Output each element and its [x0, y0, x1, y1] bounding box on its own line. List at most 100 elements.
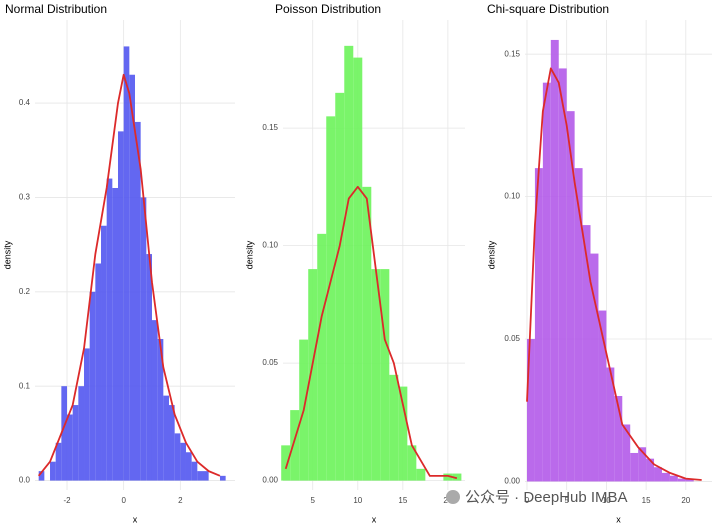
bar	[661, 472, 670, 482]
x-tick-label: 10	[602, 496, 611, 505]
bar	[67, 414, 73, 481]
y-tick-label: 0.1	[19, 381, 31, 390]
bar	[163, 395, 169, 481]
bar	[174, 433, 181, 481]
bar	[534, 168, 543, 482]
panel-title: Chi-square Distribution	[487, 2, 609, 16]
bar	[281, 445, 291, 481]
density-line	[526, 67, 702, 481]
bar	[398, 386, 408, 481]
bar	[380, 269, 390, 481]
bar	[669, 475, 678, 482]
bar	[185, 452, 192, 481]
bar	[371, 269, 381, 481]
bar	[630, 452, 639, 482]
bar	[123, 46, 130, 481]
bar	[326, 116, 336, 481]
x-tick-label: 15	[398, 496, 407, 505]
x-tick-label: 5	[311, 496, 316, 505]
x-axis-label: x	[372, 514, 377, 524]
x-tick-label: 10	[353, 496, 362, 505]
y-tick-label: 0.00	[262, 476, 278, 485]
y-tick-label: 0.10	[504, 192, 520, 201]
bar	[146, 254, 152, 481]
bar	[197, 471, 203, 481]
y-tick-label: 0.00	[504, 477, 520, 486]
y-tick-label: 0.05	[262, 358, 278, 367]
bar	[335, 92, 345, 481]
y-tick-label: 0.2	[19, 287, 31, 296]
x-tick-label: 0	[525, 496, 530, 505]
x-tick-label: 20	[681, 496, 690, 505]
y-axis-label: density	[2, 240, 12, 269]
bar	[416, 468, 426, 481]
bar	[151, 320, 158, 481]
bar	[168, 405, 175, 481]
bar	[558, 68, 567, 482]
bar	[72, 405, 79, 481]
bar	[290, 410, 300, 481]
bar	[566, 111, 575, 482]
y-axis-label: density	[486, 240, 496, 269]
bar	[614, 396, 623, 482]
bar	[219, 475, 226, 481]
watermark-icon	[446, 490, 460, 504]
bar	[180, 442, 186, 481]
bar	[118, 131, 124, 481]
x-tick-label: -2	[63, 496, 71, 505]
density-line	[284, 185, 458, 480]
bar	[389, 374, 399, 481]
bar	[191, 461, 198, 481]
bar	[101, 225, 107, 481]
bar	[129, 74, 135, 481]
bar	[55, 442, 62, 481]
bar	[654, 467, 662, 482]
x-axis-label: x	[133, 514, 138, 524]
bar	[598, 310, 607, 482]
y-tick-label: 0.05	[504, 334, 520, 343]
bar	[140, 197, 147, 481]
density-line	[37, 73, 221, 477]
y-tick-label: 0.10	[262, 241, 278, 250]
bar	[61, 386, 68, 481]
panel: Chi-square Distribution density x 0.00 0.05 0…	[486, 2, 712, 524]
bar	[344, 45, 354, 481]
bar	[38, 471, 45, 481]
bar	[308, 269, 318, 481]
watermark-text: 公众号 · DeepHub IMBA	[465, 489, 628, 506]
bar	[443, 473, 453, 481]
panel-title: Normal Distribution	[5, 2, 107, 16]
bar	[202, 471, 209, 481]
bar	[112, 187, 119, 481]
bar	[550, 39, 559, 482]
panel: Normal Distribution density x 0.0 0.1 0.2 0.3 0…	[2, 2, 235, 524]
bar	[135, 121, 141, 481]
x-axis-label: x	[616, 514, 621, 524]
bar	[677, 478, 686, 482]
bar	[84, 348, 90, 481]
bar	[106, 178, 113, 481]
panel-title: Poisson Distribution	[275, 2, 381, 16]
bar	[362, 186, 372, 481]
bar	[685, 478, 694, 482]
bar	[95, 263, 102, 481]
bar	[157, 338, 164, 481]
y-tick-label: 0.0	[19, 476, 31, 485]
bar	[582, 225, 591, 482]
x-tick-label: 0	[121, 496, 126, 505]
y-tick-label: 0.15	[262, 123, 278, 132]
bar	[526, 339, 535, 482]
y-tick-label: 0.15	[504, 49, 520, 58]
y-tick-label: 0.3	[19, 193, 31, 202]
bar	[353, 57, 363, 481]
y-tick-label: 0.4	[19, 98, 31, 107]
bar	[317, 233, 327, 481]
panel: Poisson Distribution density x 0.00 0.05 0.10…	[244, 2, 465, 524]
bar	[452, 473, 462, 481]
bar	[638, 447, 647, 482]
y-axis-label: density	[244, 240, 254, 269]
watermark: 公众号 · DeepHub IMBA	[446, 489, 628, 506]
bar	[606, 367, 615, 482]
bar	[574, 168, 583, 482]
